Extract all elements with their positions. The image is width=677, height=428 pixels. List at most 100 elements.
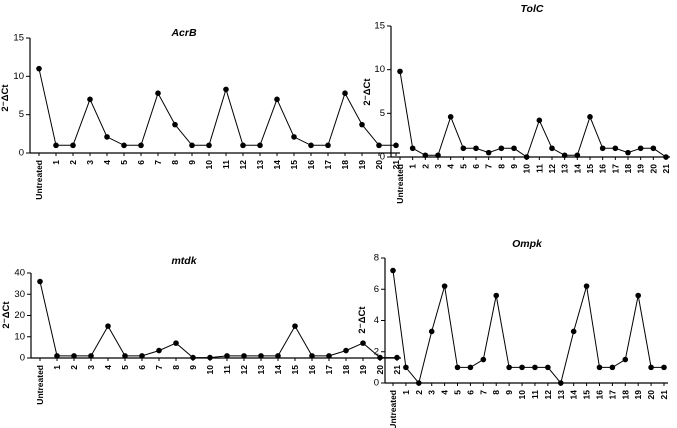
data-point bbox=[224, 353, 230, 359]
x-tick-label: 11 bbox=[530, 390, 540, 399]
x-tick-label: 12 bbox=[547, 164, 557, 174]
x-tick-label: 7 bbox=[154, 365, 164, 370]
data-point bbox=[343, 347, 349, 354]
x-tick-label: 10 bbox=[204, 160, 214, 170]
data-point bbox=[275, 353, 281, 359]
data-point bbox=[622, 356, 629, 363]
x-tick-label: 8 bbox=[496, 164, 506, 169]
x-tick-label: 12 bbox=[543, 390, 553, 400]
y-tick-label: 0 bbox=[19, 148, 24, 159]
x-tick-label: 9 bbox=[504, 390, 514, 395]
data-point bbox=[480, 356, 487, 363]
data-point bbox=[309, 353, 315, 359]
data-point bbox=[650, 145, 657, 152]
x-tick-label: 18 bbox=[340, 160, 350, 170]
data-point bbox=[557, 380, 564, 386]
data-point bbox=[661, 364, 667, 371]
data-point bbox=[506, 364, 512, 371]
data-point bbox=[71, 353, 77, 359]
data-point bbox=[342, 90, 348, 96]
data-point bbox=[561, 152, 568, 159]
x-tick-label: 2 bbox=[420, 164, 430, 169]
x-tick-label: 9 bbox=[509, 164, 519, 169]
x-tick-label: Untreated bbox=[35, 365, 45, 405]
x-tick-label: 6 bbox=[471, 164, 481, 169]
data-point bbox=[37, 278, 43, 285]
data-point bbox=[360, 340, 366, 346]
x-tick-label: 13 bbox=[560, 164, 570, 174]
series-line bbox=[39, 281, 397, 359]
x-tick-label: 19 bbox=[358, 365, 368, 375]
data-point bbox=[155, 90, 161, 96]
data-point bbox=[635, 292, 641, 299]
x-tick-label: 14 bbox=[273, 365, 283, 375]
data-point bbox=[454, 364, 461, 371]
y-tick-label: 10 bbox=[14, 331, 25, 342]
x-tick-label: 14 bbox=[569, 390, 579, 400]
data-point bbox=[498, 145, 505, 152]
data-point bbox=[377, 354, 383, 361]
data-point bbox=[460, 145, 467, 152]
data-point bbox=[308, 142, 314, 149]
x-tick-label: 20 bbox=[646, 390, 656, 400]
data-point bbox=[189, 142, 195, 149]
data-point bbox=[121, 142, 127, 149]
x-tick-label: 15 bbox=[289, 160, 299, 170]
data-point bbox=[53, 142, 59, 149]
y-tick-label: 20 bbox=[14, 310, 25, 321]
x-tick-label: 9 bbox=[187, 160, 197, 165]
x-tick-label: 5 bbox=[119, 160, 129, 165]
data-point bbox=[441, 283, 448, 289]
y-axis-label: 2⁻ΔCt bbox=[357, 306, 368, 334]
data-point bbox=[241, 353, 247, 359]
x-tick-label: 10 bbox=[205, 365, 215, 375]
x-tick-label: 13 bbox=[256, 365, 266, 375]
data-point bbox=[523, 154, 530, 160]
chart-title: TolC bbox=[521, 3, 544, 15]
data-point bbox=[104, 134, 110, 140]
x-tick-label: 18 bbox=[341, 365, 351, 375]
data-point bbox=[325, 142, 331, 149]
data-point bbox=[599, 145, 606, 152]
data-point bbox=[397, 68, 403, 75]
x-tick-label: 21 bbox=[659, 390, 669, 400]
data-point bbox=[88, 353, 94, 359]
data-point bbox=[172, 121, 178, 128]
x-tick-label: 16 bbox=[307, 365, 317, 375]
x-tick-label: 5 bbox=[458, 164, 468, 169]
y-tick-label: 15 bbox=[374, 21, 385, 32]
x-tick-label: 8 bbox=[171, 365, 181, 370]
x-tick-label: 18 bbox=[623, 164, 633, 174]
x-tick-label: 2 bbox=[68, 160, 78, 165]
y-tick-label: 10 bbox=[374, 64, 385, 75]
x-tick-label: 15 bbox=[582, 390, 592, 400]
y-tick-label: 0 bbox=[380, 152, 385, 163]
x-tick-label: 10 bbox=[522, 164, 532, 174]
x-tick-label: 11 bbox=[221, 160, 231, 169]
y-axis-label: 2⁻ΔCt bbox=[1, 301, 12, 329]
x-tick-label: 19 bbox=[633, 390, 643, 400]
x-tick-label: 1 bbox=[52, 365, 62, 370]
x-tick-label: 4 bbox=[440, 390, 450, 395]
x-tick-label: 15 bbox=[290, 365, 300, 375]
data-point bbox=[359, 121, 365, 128]
y-tick-label: 40 bbox=[14, 268, 25, 279]
data-point bbox=[416, 380, 422, 386]
data-point bbox=[536, 117, 543, 124]
data-point bbox=[570, 328, 577, 335]
x-tick-label: 17 bbox=[323, 160, 333, 170]
data-point bbox=[258, 353, 264, 359]
data-point bbox=[54, 353, 60, 359]
y-tick-label: 10 bbox=[13, 71, 24, 82]
data-point bbox=[390, 267, 396, 274]
x-tick-label: 3 bbox=[433, 164, 443, 169]
data-point bbox=[207, 354, 213, 361]
data-point bbox=[206, 142, 212, 149]
data-point bbox=[637, 145, 644, 152]
data-point bbox=[173, 340, 179, 346]
y-tick-label: 8 bbox=[374, 253, 379, 264]
chart-title: Ompk bbox=[512, 238, 543, 250]
x-tick-label: 17 bbox=[324, 365, 334, 375]
x-tick-label: 3 bbox=[86, 365, 96, 370]
